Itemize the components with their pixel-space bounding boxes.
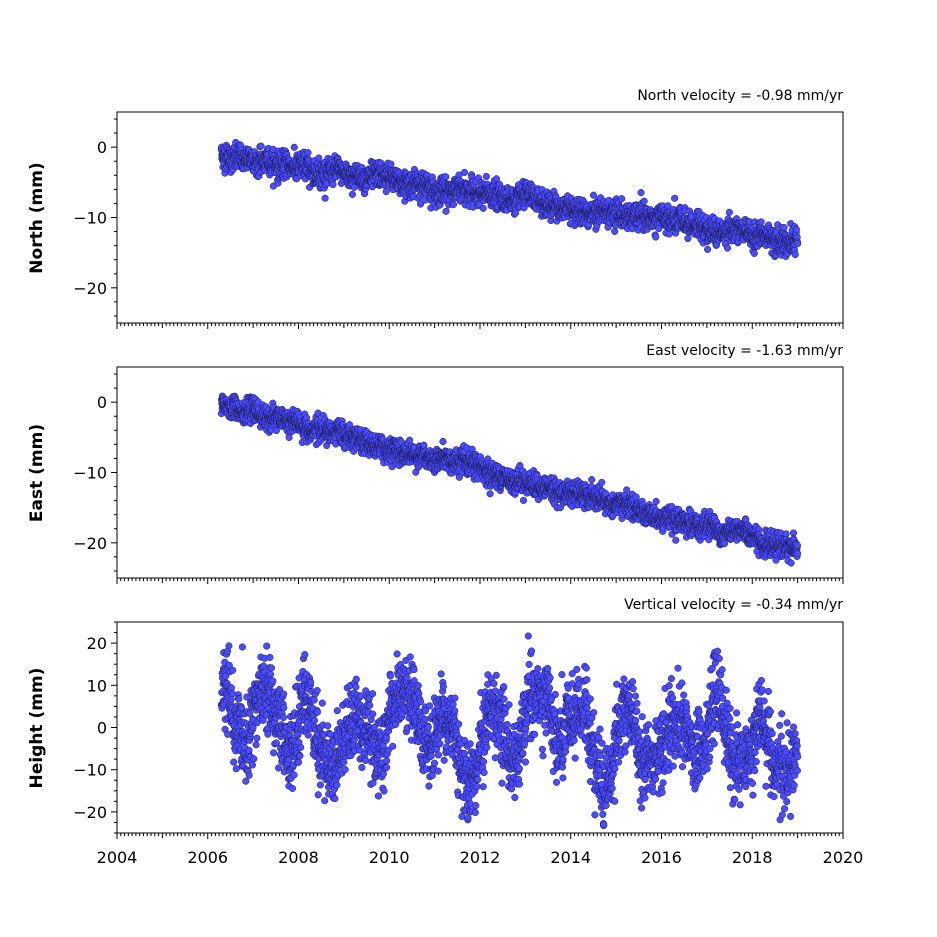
data-point: [589, 191, 598, 199]
panel-east-ylabel: East (mm): [27, 424, 47, 522]
data-point: [671, 194, 679, 202]
y-tick-label: −20: [73, 279, 107, 298]
data-point: [652, 233, 660, 241]
data-point: [442, 207, 450, 215]
data-point: [618, 195, 626, 203]
panel-north-title: North velocity = -0.98 mm/yr: [637, 88, 843, 104]
data-point: [791, 250, 799, 259]
data-point: [723, 244, 732, 252]
data-point: [304, 149, 312, 157]
data-point: [272, 426, 280, 435]
data-point: [387, 160, 395, 168]
data-point: [792, 225, 800, 233]
data-point: [512, 209, 520, 217]
data-point: [442, 173, 450, 181]
data-point: [757, 218, 765, 226]
data-point: [479, 204, 487, 212]
data-point: [350, 183, 358, 191]
data-point: [482, 172, 490, 181]
panel-north: North velocity = -0.98 mm/yr North (mm) …: [27, 88, 844, 329]
data-point: [257, 142, 265, 150]
data-point: [486, 490, 494, 498]
data-point: [519, 496, 528, 504]
y-tick-label: 0: [97, 138, 107, 157]
data-point: [725, 208, 733, 216]
data-point: [665, 230, 673, 238]
data-point: [416, 200, 425, 208]
data-point: [321, 194, 329, 202]
data-point: [637, 189, 645, 197]
panel-east-title: East velocity = -1.63 mm/yr: [646, 343, 843, 359]
data-point: [420, 441, 428, 449]
data-point: [684, 234, 692, 243]
y-tick-label: −10: [73, 209, 107, 228]
data-point: [640, 197, 648, 205]
data-point: [780, 223, 788, 232]
data-point: [655, 225, 663, 233]
panel-north-points: [217, 138, 802, 261]
data-point: [794, 240, 802, 248]
data-point: [449, 200, 458, 209]
data-point: [290, 143, 298, 151]
data-point: [315, 154, 323, 162]
data-point: [460, 168, 469, 176]
data-point: [611, 227, 619, 235]
data-point: [329, 181, 337, 189]
data-point: [348, 190, 356, 198]
data-point: [704, 245, 712, 253]
data-point: [439, 437, 447, 446]
data-point: [588, 476, 596, 484]
panel-north-ylabel: North (mm): [27, 162, 47, 273]
data-point: [382, 188, 390, 196]
data-point: [750, 249, 758, 257]
